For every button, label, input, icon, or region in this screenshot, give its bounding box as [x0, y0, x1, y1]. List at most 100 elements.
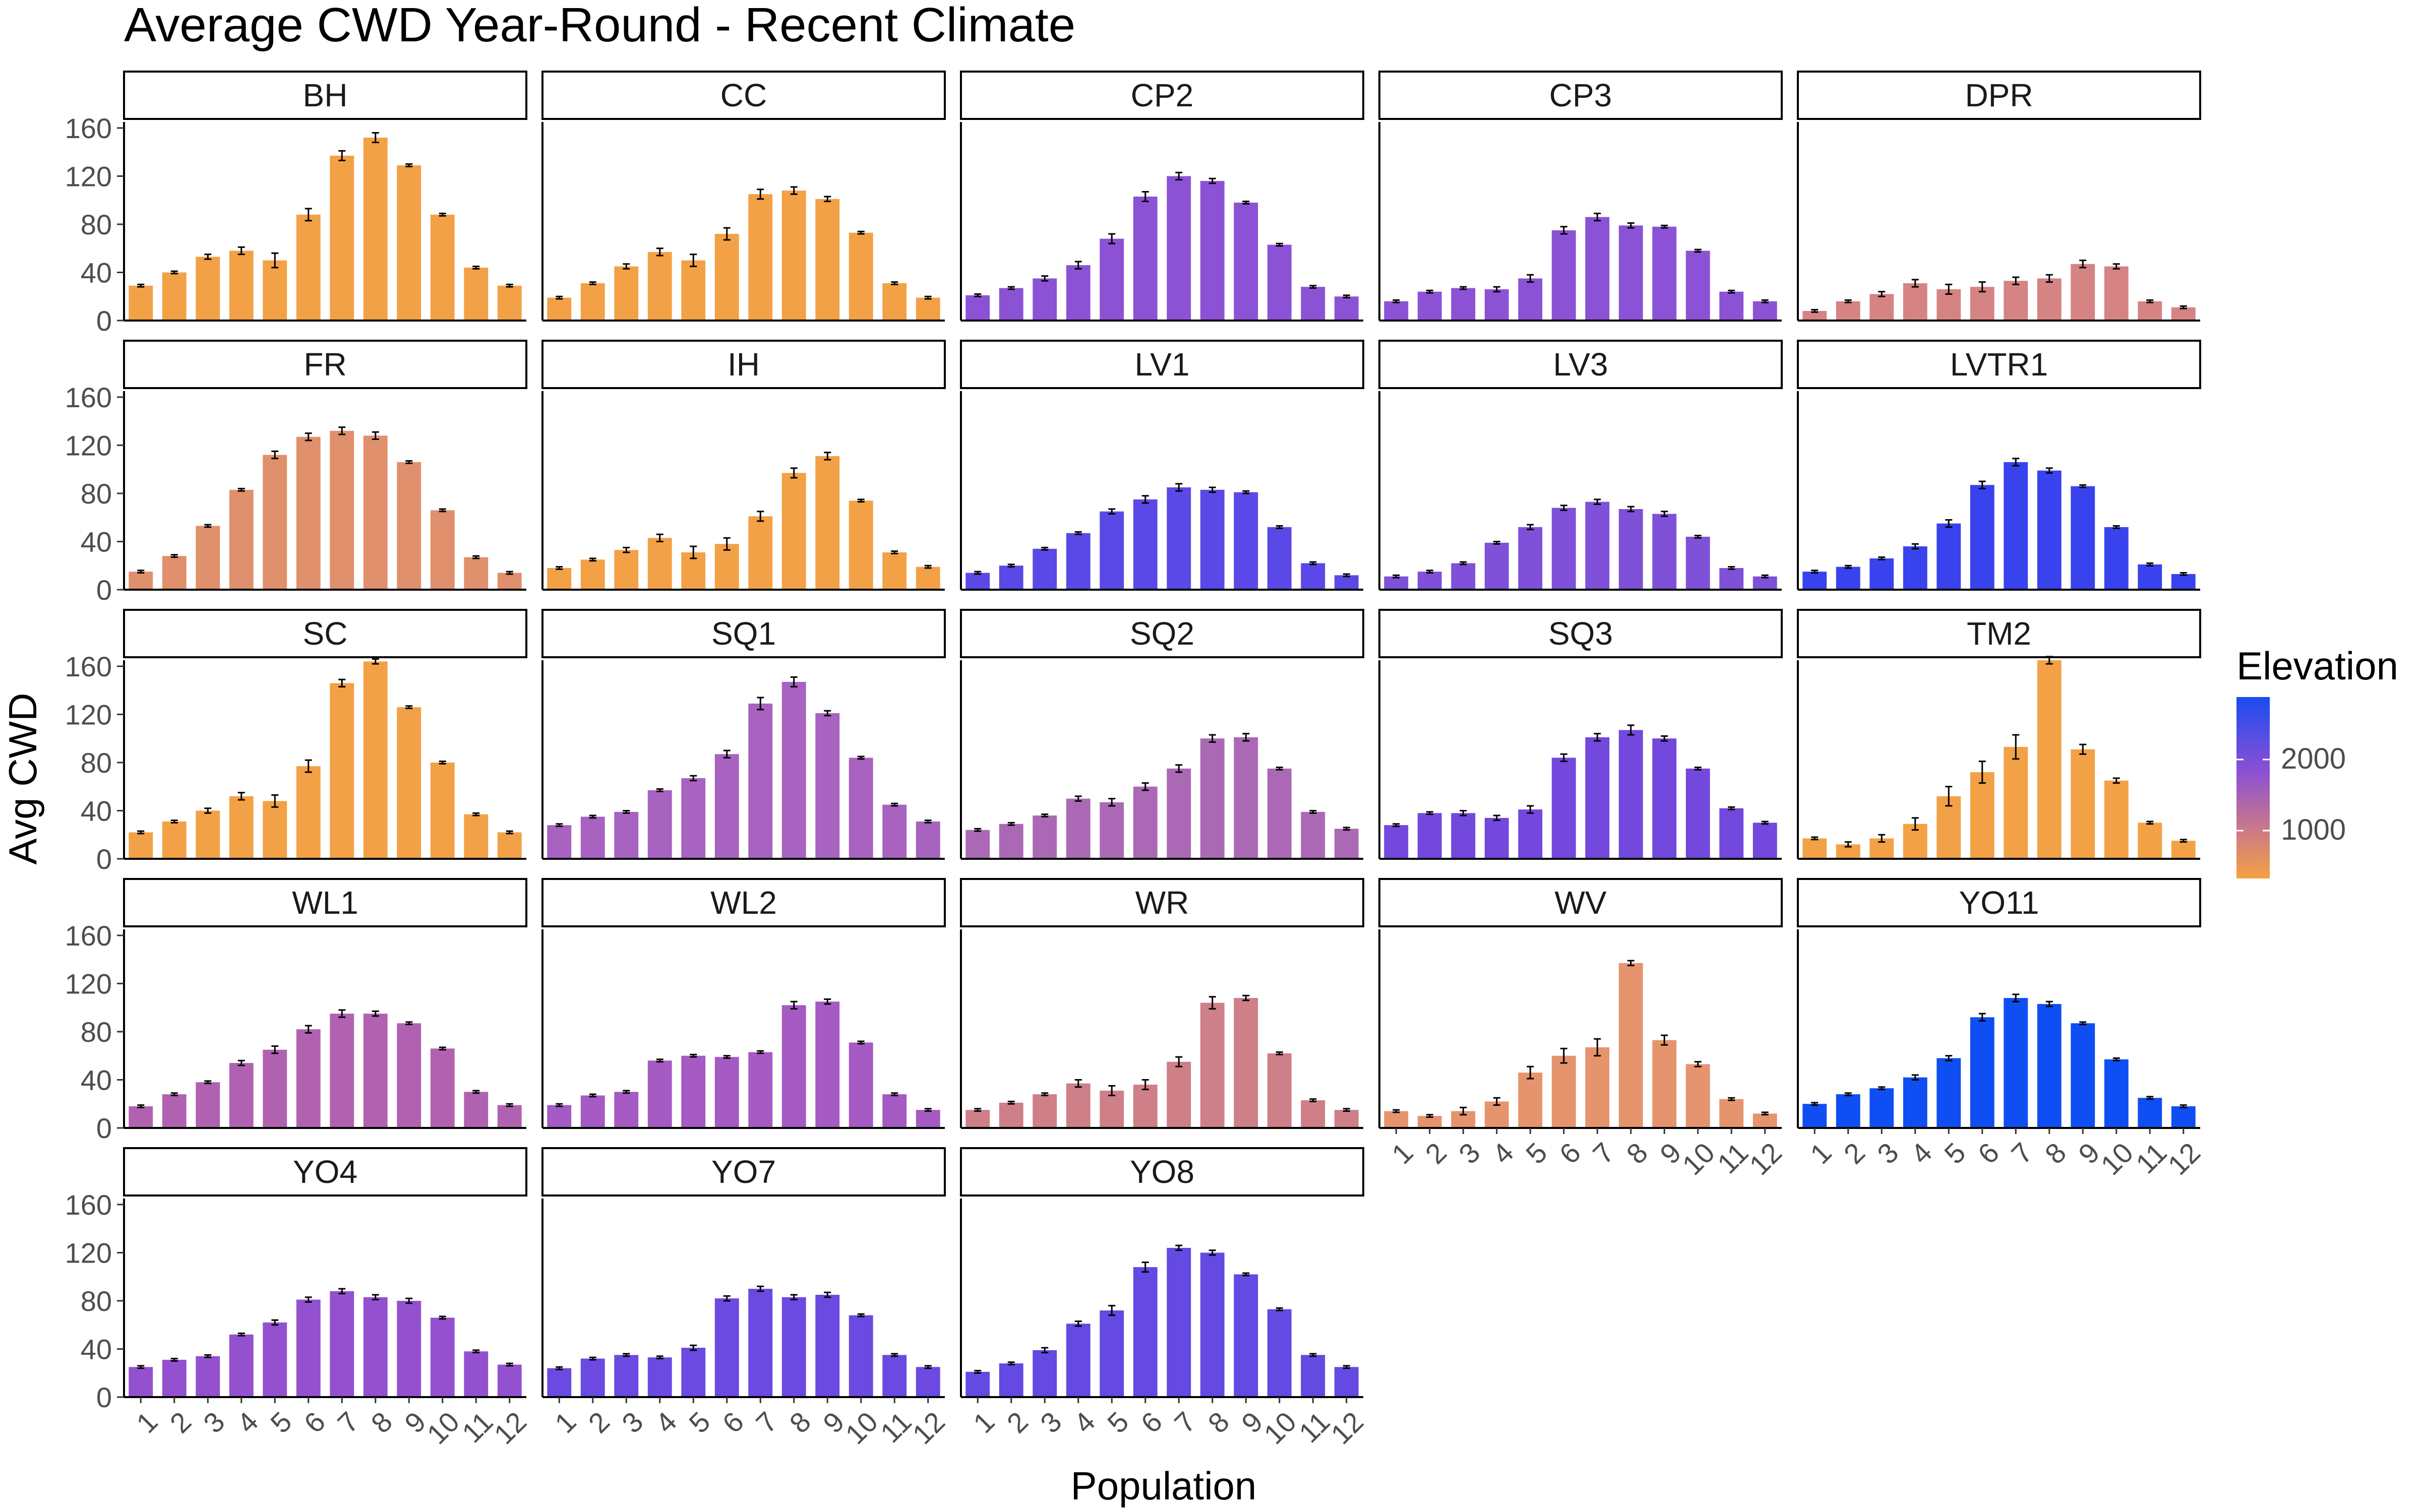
bar — [196, 526, 220, 590]
x-tick-label: 12 — [906, 1406, 951, 1451]
bar — [1937, 1058, 1961, 1128]
y-tick-label: 80 — [81, 747, 112, 779]
bar — [129, 832, 153, 859]
legend-tick-label: 2000 — [2281, 742, 2346, 775]
bar — [1618, 730, 1643, 859]
y-tick-label: 80 — [81, 1016, 112, 1048]
bar — [1685, 250, 1710, 321]
facet-panel-sq2: SQ2 — [960, 609, 1364, 860]
bar — [781, 1297, 806, 1397]
bar — [1451, 563, 1476, 590]
bar — [614, 811, 639, 859]
bar — [748, 1289, 773, 1397]
bar — [2138, 1098, 2162, 1128]
bar — [1836, 1094, 1860, 1128]
bar — [296, 214, 321, 321]
bar — [1384, 1111, 1409, 1128]
bar — [1133, 1267, 1158, 1397]
x-tick-label: 12 — [1743, 1137, 1788, 1181]
y-tick-label: 120 — [65, 1237, 112, 1269]
bar — [497, 832, 522, 859]
bar — [1301, 1355, 1325, 1397]
bar — [714, 234, 739, 321]
facet-strip-label: LV1 — [1134, 346, 1189, 383]
y-tick-label: 0 — [96, 1112, 112, 1144]
bar — [263, 455, 287, 590]
facet-strip — [960, 1147, 1364, 1196]
bar — [1585, 217, 1610, 321]
x-tick-label: 12 — [1324, 1406, 1369, 1451]
y-tick-label: 120 — [65, 699, 112, 730]
facet-strip-label: CP2 — [1131, 77, 1194, 113]
y-tick-label: 120 — [65, 429, 112, 461]
x-tick-label: 6 — [716, 1406, 750, 1439]
bar — [1551, 230, 1576, 321]
bar — [129, 1367, 153, 1397]
bar — [781, 473, 806, 590]
x-tick-label: 1 — [1385, 1137, 1419, 1170]
bar — [714, 754, 739, 859]
bar — [430, 762, 455, 859]
x-tick-label: 12 — [488, 1406, 532, 1451]
y-tick-label: 120 — [65, 160, 112, 192]
x-tick-label: 4 — [649, 1406, 683, 1439]
y-tick-label: 40 — [81, 526, 112, 557]
bar — [1752, 576, 1777, 590]
bar — [1869, 558, 1894, 590]
facet-strip-label: CC — [720, 77, 767, 113]
bar — [849, 758, 873, 859]
facet-strip-label: BH — [303, 77, 348, 113]
x-tick-label: 8 — [1620, 1137, 1654, 1170]
bar — [1234, 1274, 1258, 1397]
x-tick-label: 2 — [582, 1406, 616, 1439]
bar — [1234, 737, 1258, 859]
bar — [1200, 181, 1225, 321]
y-tick-label: 80 — [81, 1285, 112, 1317]
bar — [882, 804, 907, 859]
bar — [849, 1315, 873, 1397]
bar — [1234, 202, 1258, 321]
x-tick-label: 6 — [1135, 1406, 1169, 1439]
bar — [1267, 1053, 1292, 1128]
x-tick-label: 4 — [1068, 1406, 1102, 1439]
bar — [614, 266, 639, 321]
x-tick-label: 3 — [1453, 1137, 1486, 1170]
bar — [916, 566, 940, 590]
bar — [1652, 226, 1677, 321]
facet-panel-cp3: CP3 — [1378, 71, 1783, 322]
facet-panel-lv1: LV1 — [960, 340, 1364, 591]
bar — [748, 516, 773, 590]
bar — [1100, 802, 1124, 859]
bar — [1903, 546, 1927, 590]
bar — [363, 138, 388, 321]
bar — [1417, 813, 1442, 859]
bar — [397, 1300, 421, 1397]
bar — [296, 766, 321, 859]
bar — [229, 489, 254, 590]
bar — [464, 267, 489, 321]
bar — [1033, 278, 1057, 321]
bar — [296, 1029, 321, 1128]
facet-strip — [1797, 878, 2201, 927]
bar — [1585, 1047, 1610, 1128]
bar — [1970, 1017, 1994, 1128]
bar — [296, 436, 321, 590]
bar — [1869, 1088, 1894, 1128]
bar — [1066, 798, 1091, 859]
x-tick-label: 12 — [2161, 1137, 2206, 1181]
bar — [748, 1052, 773, 1128]
bar — [129, 572, 153, 590]
bar — [1200, 1252, 1225, 1397]
facet-strip-label: LV3 — [1553, 346, 1608, 383]
bar — [229, 1334, 254, 1397]
x-axis-title: Population — [1071, 1464, 1257, 1508]
bar — [1301, 563, 1325, 590]
bar — [1384, 825, 1409, 859]
facet-strip-label: WL2 — [710, 885, 777, 921]
bar — [1518, 278, 1543, 321]
legend-colorbar — [2236, 697, 2270, 878]
y-tick-label: 0 — [96, 305, 112, 337]
bar — [363, 1014, 388, 1128]
